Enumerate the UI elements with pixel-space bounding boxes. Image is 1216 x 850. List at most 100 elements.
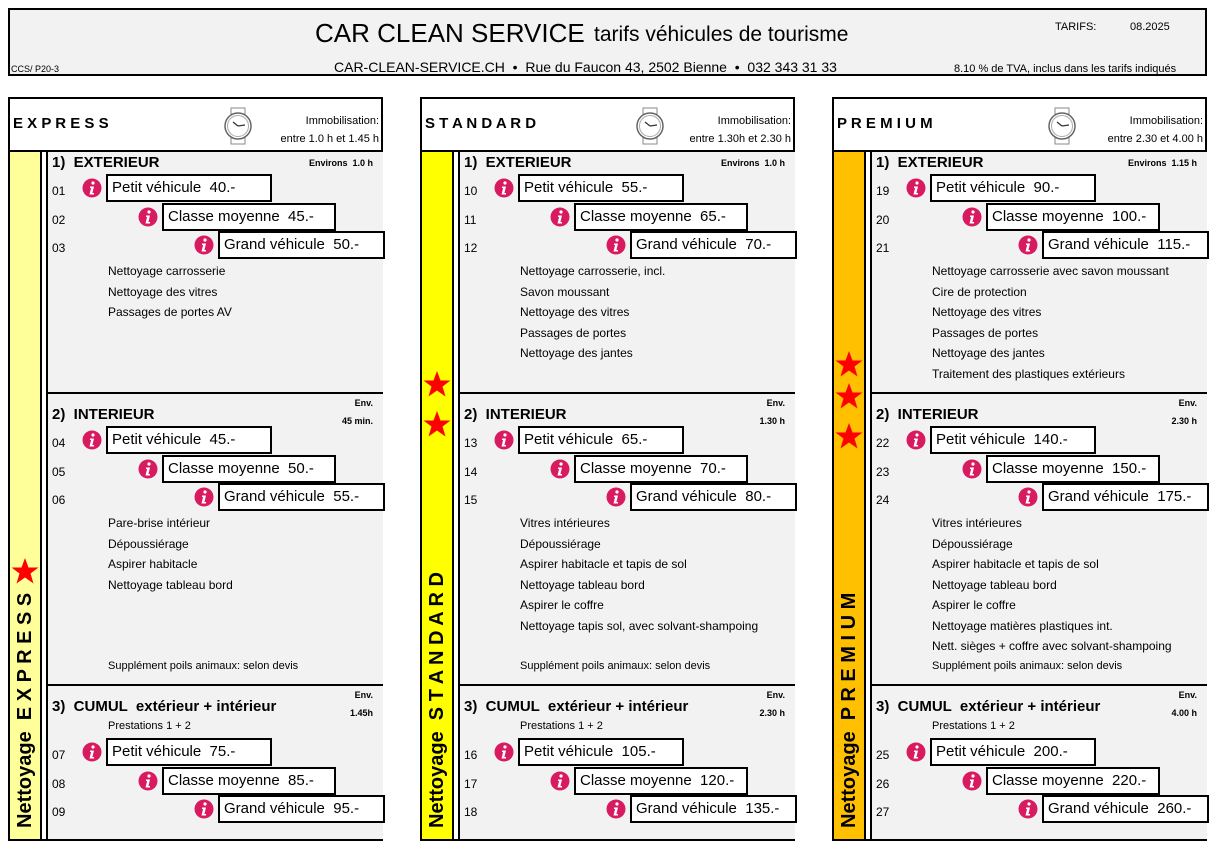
item-number: 23 [876, 464, 890, 479]
info-icon[interactable] [194, 235, 214, 260]
feature-item: Passages de portes [932, 325, 1039, 340]
contact-line: CAR-CLEAN-SERVICE.CH • Rue du Faucon 43,… [334, 59, 837, 75]
price-option[interactable]: Grand véhicule 260.- [1042, 795, 1209, 823]
tier-name: P R E M I U M [837, 115, 933, 132]
panel-header: S T A N D A R D Immobilisation: entre 1.… [422, 99, 793, 152]
info-icon[interactable] [906, 430, 926, 455]
price-option[interactable]: Classe moyenne 70.- [574, 454, 748, 483]
section-3: 3) CUMUL extérieur + intérieur Env. 2.30… [460, 686, 797, 844]
info-icon[interactable] [494, 430, 514, 455]
tarifs-date: 08.2025 [1130, 21, 1170, 33]
info-icon[interactable] [1018, 235, 1038, 260]
info-icon[interactable] [82, 742, 102, 767]
section-3: 3) CUMUL extérieur + intérieur Env. 1.45… [48, 686, 385, 844]
duration-label: Env. [1178, 690, 1197, 700]
price-option[interactable]: Classe moyenne 150.- [986, 454, 1160, 483]
item-number: 03 [52, 241, 66, 255]
price-option[interactable]: Grand véhicule 80.- [630, 483, 797, 511]
info-icon[interactable] [194, 487, 214, 512]
info-icon[interactable] [138, 771, 158, 796]
duration-label: Env. [354, 398, 373, 408]
item-number: 19 [876, 184, 890, 198]
feature-item: Nettoyage tapis sol, avec solvant-shampo… [520, 618, 759, 633]
info-icon[interactable] [138, 207, 158, 232]
info-icon[interactable] [82, 430, 102, 455]
price-option[interactable]: Classe moyenne 50.- [162, 454, 336, 483]
info-icon[interactable] [906, 178, 926, 203]
info-icon[interactable] [606, 235, 626, 260]
price-option[interactable]: Grand véhicule 95.- [218, 795, 385, 823]
info-icon[interactable] [1018, 487, 1038, 512]
info-icon[interactable] [1018, 799, 1038, 824]
price-option[interactable]: Classe moyenne 45.- [162, 202, 336, 231]
price-option[interactable]: Petit véhicule 105.- [518, 738, 684, 766]
page-header: CAR CLEAN SERVICE tarifs véhicules de to… [8, 8, 1207, 76]
price-option[interactable]: Grand véhicule 55.- [218, 483, 385, 511]
price-option[interactable]: Petit véhicule 45.- [106, 426, 272, 454]
document-ref: CCS/ P20-3 [11, 64, 60, 74]
feature-item: Nettoyage des vitres [932, 305, 1042, 319]
feature-item: Vitres intérieures [932, 516, 1022, 530]
info-icon[interactable] [82, 178, 102, 203]
item-number: 24 [876, 493, 890, 507]
info-icon[interactable] [138, 459, 158, 484]
price-option[interactable]: Classe moyenne 220.- [986, 766, 1160, 795]
price-option[interactable]: Grand véhicule 50.- [218, 231, 385, 259]
feature-item: Nettoyage tableau bord [932, 577, 1057, 592]
info-icon[interactable] [606, 487, 626, 512]
price-option[interactable]: Classe moyenne 65.- [574, 202, 748, 231]
section-title: 2) INTERIEUR [464, 406, 567, 423]
item-number: 14 [464, 464, 478, 479]
info-icon[interactable] [494, 178, 514, 203]
tier-strip: Nettoyage P R E M I U M [834, 152, 866, 839]
panel-0: E X P R E S S Immobilisation: entre 1.0 … [8, 97, 385, 841]
price-option[interactable]: Grand véhicule 135.- [630, 795, 797, 823]
section-title: 1) EXTERIEUR [464, 154, 572, 171]
section-1: 1) EXTERIEUR Environs 1.0 h 10 Petit véhi… [460, 152, 797, 394]
duration-value: 4.00 h [1171, 708, 1197, 718]
duration-label: Env. [1178, 398, 1197, 408]
watch-icon [630, 107, 670, 150]
price-option[interactable]: Petit véhicule 140.- [930, 426, 1096, 454]
section-note: Supplément poils animaux: selon devis [520, 660, 711, 672]
info-icon[interactable] [906, 742, 926, 767]
duration-value: Environs 1.0 h [720, 158, 785, 168]
price-option[interactable]: Grand véhicule 115.- [1042, 231, 1209, 259]
section-subtitle: Prestations 1 + 2 [520, 720, 603, 732]
feature-item: Savon moussant [520, 284, 610, 299]
star-icon [834, 350, 864, 383]
info-icon[interactable] [606, 799, 626, 824]
info-icon[interactable] [194, 799, 214, 824]
info-icon[interactable] [962, 207, 982, 232]
item-number: 15 [464, 493, 478, 507]
feature-item: Aspirer le coffre [932, 598, 1016, 612]
feature-item: Dépoussiérage [932, 536, 1013, 551]
price-option[interactable]: Classe moyenne 100.- [986, 202, 1160, 231]
item-number: 02 [52, 212, 66, 227]
feature-item: Nettoyage des vitres [520, 305, 630, 319]
info-icon[interactable] [550, 207, 570, 232]
price-option[interactable]: Petit véhicule 75.- [106, 738, 272, 766]
info-icon[interactable] [962, 771, 982, 796]
star-icon [422, 410, 452, 443]
price-option[interactable]: Grand véhicule 175.- [1042, 483, 1209, 511]
price-option[interactable]: Petit véhicule 90.- [930, 174, 1096, 202]
price-option[interactable]: Classe moyenne 85.- [162, 766, 336, 795]
info-icon[interactable] [494, 742, 514, 767]
info-icon[interactable] [550, 459, 570, 484]
panel-content: 1) EXTERIEUR Environs 1.0 h 01 Petit véhi… [46, 152, 385, 839]
feature-item: Dépoussiérage [108, 536, 189, 551]
price-option[interactable]: Petit véhicule 40.- [106, 174, 272, 202]
price-option[interactable]: Classe moyenne 120.- [574, 766, 748, 795]
price-option[interactable]: Grand véhicule 70.- [630, 231, 797, 259]
info-icon[interactable] [550, 771, 570, 796]
section-title: 1) EXTERIEUR [52, 154, 160, 171]
section-title: 2) INTERIEUR [52, 406, 155, 423]
section-title: 3) CUMUL extérieur + intérieur [52, 698, 277, 715]
price-option[interactable]: Petit véhicule 200.- [930, 738, 1096, 766]
section-3: 3) CUMUL extérieur + intérieur Env. 4.00… [872, 686, 1209, 844]
price-option[interactable]: Petit véhicule 55.- [518, 174, 684, 202]
price-option[interactable]: Petit véhicule 65.- [518, 426, 684, 454]
item-number: 26 [876, 776, 890, 791]
info-icon[interactable] [962, 459, 982, 484]
